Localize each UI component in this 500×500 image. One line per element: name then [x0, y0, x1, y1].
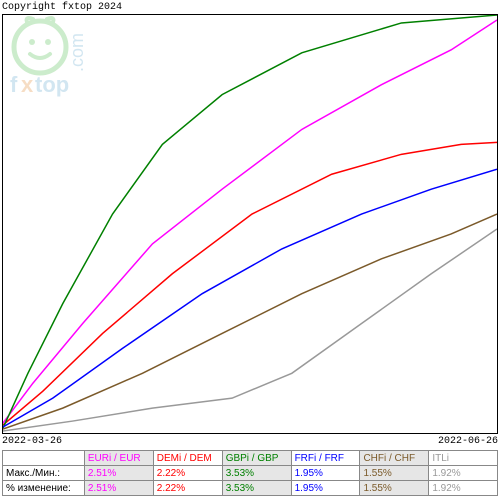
- cell-GBPi: 3.53%: [222, 466, 291, 481]
- data-table: EURi / EURDEMi / DEMGBPi / GBPFRFi / FRF…: [2, 450, 498, 496]
- cell-GBPi: 3.53%: [222, 481, 291, 496]
- cell-ITLi: 1.92%: [429, 466, 498, 481]
- table-row: Макс./Мин.:2.51%2.22%3.53%1.95%1.55%1.92…: [3, 466, 498, 481]
- series-line-FRFi: [3, 169, 497, 427]
- series-line-GBPi: [3, 15, 497, 428]
- cell-FRFi: 1.95%: [291, 466, 360, 481]
- cell-DEMi: 2.22%: [153, 466, 222, 481]
- cell-CHFi: 1.55%: [360, 466, 429, 481]
- row-label: Макс./Мин.:: [3, 466, 85, 481]
- cell-DEMi: 2.22%: [153, 481, 222, 496]
- cell-ITLi: ITLi: [429, 451, 498, 466]
- cell-DEMi: DEMi / DEM: [153, 451, 222, 466]
- x-axis-end-label: 2022-06-26: [438, 436, 498, 447]
- row-label: [3, 451, 85, 466]
- series-line-CHFi: [3, 214, 497, 429]
- cell-CHFi: 1.55%: [360, 481, 429, 496]
- cell-FRFi: 1.95%: [291, 481, 360, 496]
- row-label: % изменение:: [3, 481, 85, 496]
- line-chart: [2, 14, 498, 434]
- series-line-DEMi: [3, 142, 497, 425]
- table-row: % изменение:2.51%2.22%3.53%1.95%1.55%1.9…: [3, 481, 498, 496]
- cell-FRFi: FRFi / FRF: [291, 451, 360, 466]
- cell-GBPi: GBPi / GBP: [222, 451, 291, 466]
- cell-EURi: 2.51%: [84, 466, 153, 481]
- cell-EURi: EURi / EUR: [84, 451, 153, 466]
- cell-CHFi: CHFi / CHF: [360, 451, 429, 466]
- cell-EURi: 2.51%: [84, 481, 153, 496]
- cell-ITLi: 1.92%: [429, 481, 498, 496]
- x-axis-start-label: 2022-03-26: [2, 436, 62, 447]
- table-row: EURi / EURDEMi / DEMGBPi / GBPFRFi / FRF…: [3, 451, 498, 466]
